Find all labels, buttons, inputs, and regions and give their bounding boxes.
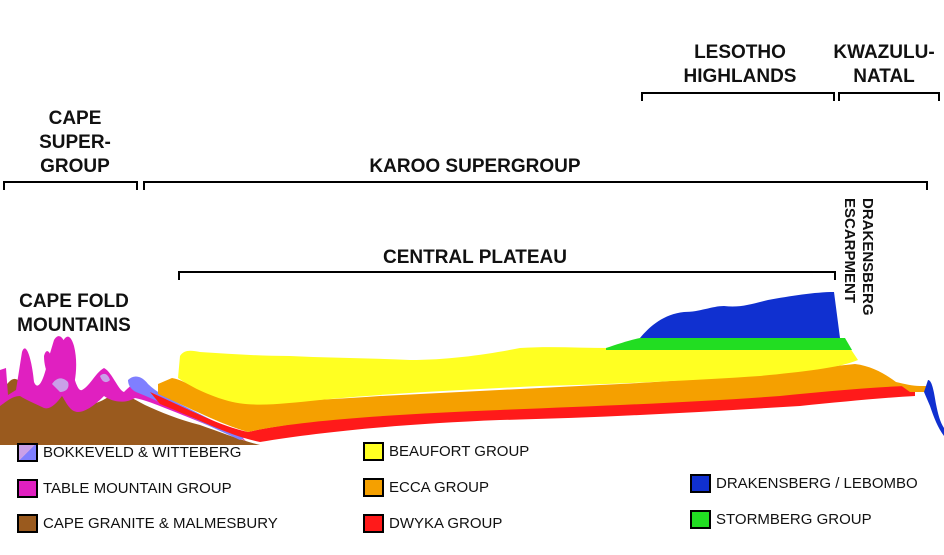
bokkeveld-witteberg-pale — [52, 373, 110, 392]
karoo-supergroup-label: KAROO SUPERGROUP — [369, 156, 581, 177]
swatch-cape-granite — [17, 514, 38, 533]
legend-item-table-mountain: TABLE MOUNTAIN GROUP — [17, 479, 232, 498]
swatch-dwyka — [363, 514, 384, 533]
lebombo-layer — [924, 380, 944, 436]
stormberg-layer — [606, 338, 852, 350]
legend-label: DWYKA GROUP — [389, 515, 503, 532]
kwazulu-natal-bracket — [838, 92, 940, 101]
ecca-extension — [896, 382, 926, 392]
legend-label: ECCA GROUP — [389, 479, 490, 496]
table-mountain-layer — [0, 336, 246, 441]
cape-supergroup-label: CAPE SUPER- GROUP — [39, 108, 111, 177]
legend-label: BOKKEVELD & WITTEBERG — [43, 444, 242, 461]
legend-label: BEAUFORT GROUP — [389, 443, 530, 460]
swatch-ecca — [363, 478, 384, 497]
swatch-table-mountain — [17, 479, 38, 498]
table-mountain-peaks — [44, 336, 77, 392]
swatch-beaufort — [363, 442, 384, 461]
legend-item-beaufort: BEAUFORT GROUP — [363, 442, 529, 461]
legend-item-drakensberg: DRAKENSBERG / LEBOMBO — [690, 474, 918, 493]
legend-label: TABLE MOUNTAIN GROUP — [43, 480, 232, 497]
cape-fold-mountains-label: CAPE FOLD MOUNTAINS — [17, 291, 131, 336]
lesotho-highlands-label: LESOTHO HIGHLANDS — [683, 42, 797, 87]
legend-item-dwyka: DWYKA GROUP — [363, 514, 502, 533]
lesotho-highlands-bracket — [641, 92, 835, 101]
legend-item-bokkeveld: BOKKEVELD & WITTEBERG — [17, 443, 241, 462]
legend-item-cape-granite: CAPE GRANITE & MALMESBURY — [17, 514, 278, 533]
drakensberg-layer — [640, 292, 840, 338]
central-plateau-bracket — [178, 271, 836, 280]
cape-supergroup-bracket — [3, 181, 138, 190]
ecca-layer — [158, 364, 905, 432]
legend-label: DRAKENSBERG / LEBOMBO — [716, 475, 918, 492]
swatch-stormberg — [690, 510, 711, 529]
swatch-bokkeveld — [17, 443, 38, 462]
legend-item-ecca: ECCA GROUP — [363, 478, 489, 497]
karoo-supergroup-bracket — [143, 181, 928, 190]
legend-label: CAPE GRANITE & MALMESBURY — [43, 515, 278, 532]
beaufort-layer — [178, 347, 858, 405]
swatch-drakensberg — [690, 474, 711, 493]
legend-item-stormberg: STORMBERG GROUP — [690, 510, 872, 529]
central-plateau-label: CENTRAL PLATEAU — [382, 247, 568, 268]
legend-label: STORMBERG GROUP — [716, 511, 872, 528]
kwazulu-natal-label: KWAZULU- NATAL — [833, 42, 935, 87]
